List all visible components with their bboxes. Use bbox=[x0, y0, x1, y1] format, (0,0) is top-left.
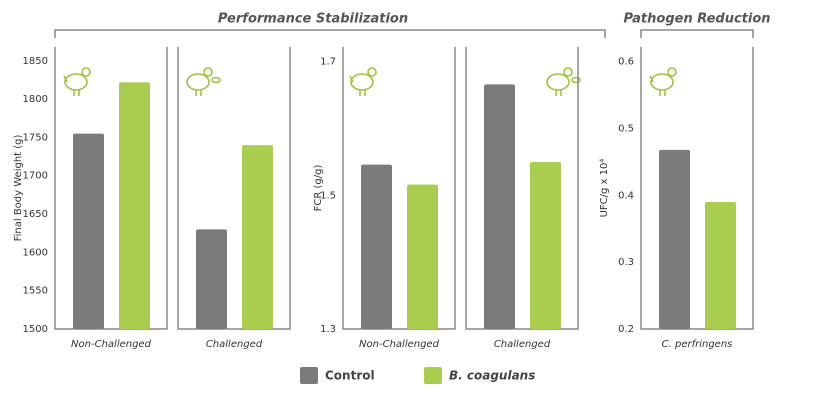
bar bbox=[530, 161, 561, 329]
panel-frame bbox=[177, 47, 291, 330]
x-tick-label: C. perfringens bbox=[662, 339, 733, 350]
y-tick-label: 1500 bbox=[23, 324, 48, 335]
bar bbox=[407, 184, 438, 329]
panel-frame bbox=[342, 47, 456, 330]
panel-frame bbox=[54, 47, 168, 330]
y-tick-label: 1600 bbox=[23, 247, 48, 258]
legend-label: Control bbox=[325, 369, 375, 383]
bar bbox=[242, 145, 273, 329]
legend-swatch bbox=[300, 367, 318, 384]
x-tick-label: Challenged bbox=[494, 339, 551, 350]
x-tick-label: Challenged bbox=[206, 339, 263, 350]
y-tick-label: 1650 bbox=[23, 209, 48, 220]
section-title: Pathogen Reduction bbox=[623, 12, 770, 27]
bar bbox=[73, 133, 104, 329]
y-tick-label: 1.5 bbox=[320, 190, 336, 201]
y-tick-label: 0.4 bbox=[618, 190, 634, 201]
bar bbox=[659, 149, 690, 329]
bar bbox=[484, 84, 515, 329]
header-bracket bbox=[640, 29, 754, 38]
y-tick-label: 1.3 bbox=[320, 324, 336, 335]
legend-label: B. coagulans bbox=[449, 369, 535, 383]
x-tick-label: Non-Challenged bbox=[359, 339, 440, 350]
y-tick-label: 1750 bbox=[23, 132, 48, 143]
section-title: Performance Stabilization bbox=[218, 12, 408, 27]
y-tick-label: 1800 bbox=[23, 94, 48, 105]
chicken-icons bbox=[63, 67, 677, 96]
y-tick-label: 1850 bbox=[23, 56, 48, 67]
legend-swatch bbox=[424, 367, 442, 384]
y-tick-label: 0.6 bbox=[618, 57, 634, 68]
x-tick-label: Non-Challenged bbox=[71, 339, 152, 350]
bar bbox=[196, 229, 227, 329]
panel-frame bbox=[465, 47, 579, 330]
y-axis-title: FCR (g/g) bbox=[313, 165, 324, 212]
y-axis-title: Final Body Weight (g) bbox=[13, 134, 24, 241]
y-tick-label: 1.7 bbox=[320, 57, 336, 68]
panel-frame bbox=[640, 47, 754, 330]
y-tick-label: 0.2 bbox=[618, 324, 634, 335]
y-tick-label: 0.5 bbox=[618, 124, 634, 135]
y-tick-label: 1700 bbox=[23, 171, 48, 182]
bar bbox=[705, 202, 736, 329]
y-tick-label: 1550 bbox=[23, 286, 48, 297]
header-bracket bbox=[54, 29, 606, 38]
bar bbox=[361, 164, 392, 329]
bar bbox=[119, 82, 150, 329]
y-axis-title: UFC/g x 10⁴ bbox=[599, 159, 610, 218]
y-tick-label: 0.3 bbox=[618, 257, 634, 268]
